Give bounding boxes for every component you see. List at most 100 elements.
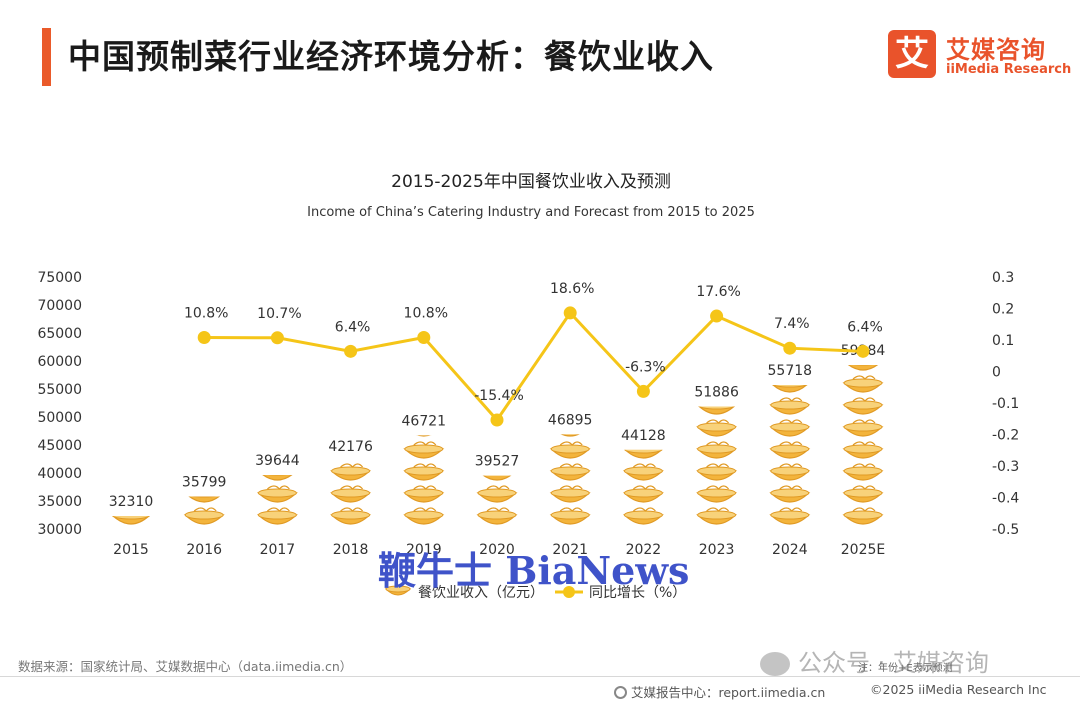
- income-bar: [256, 445, 298, 525]
- noodle-icon: [193, 507, 217, 512]
- income-bar: [403, 398, 445, 525]
- bowl-rim: [844, 335, 882, 343]
- bar-value-label: 39527: [475, 454, 520, 470]
- bowl-icon: [482, 475, 512, 481]
- growth-point: [197, 330, 211, 344]
- growth-value-label: 18.6%: [550, 281, 594, 297]
- income-bars: [111, 335, 884, 525]
- footer-divider: [0, 676, 1080, 677]
- left-tick-label: 75000: [37, 270, 82, 286]
- noodle-icon: [633, 507, 656, 512]
- growth-value-label: 6.4%: [847, 319, 883, 335]
- growth-line: [197, 306, 870, 427]
- right-tick-label: -0.5: [992, 522, 1019, 538]
- bowl-stack: [330, 423, 372, 525]
- logo-chinese-name: 艾媒咨询: [946, 36, 1046, 64]
- bowl-rim: [257, 510, 297, 520]
- bowl-rim: [624, 449, 663, 454]
- bowl-rim: [623, 510, 663, 520]
- bowl-rim: [843, 422, 883, 432]
- noodle-icon: [706, 441, 730, 446]
- noodle-icon: [340, 485, 364, 490]
- noodle-icon: [633, 485, 656, 490]
- bar-value-label: 51886: [694, 384, 739, 400]
- x-tick-label: 2024: [772, 542, 808, 558]
- legend-line-marker: [563, 586, 575, 598]
- bowl-rim: [477, 488, 517, 498]
- noodle-icon: [779, 485, 803, 490]
- legend-bowl-rim: [385, 585, 411, 593]
- growth-point: [783, 341, 797, 355]
- bowl-rim: [697, 422, 737, 432]
- income-bar-labels: 32310 35799 39644 42176 46721 39527 46895 44128…: [109, 343, 886, 510]
- right-tick-label: 0: [992, 365, 1001, 381]
- noodle-icon: [779, 507, 803, 512]
- bowl-icon: [332, 427, 370, 436]
- left-tick-label: 30000: [37, 522, 82, 538]
- bar-value-label: 42176: [328, 439, 373, 455]
- left-tick-label: 60000: [37, 354, 82, 370]
- bowl-rim: [843, 444, 883, 454]
- x-axis: 2015 2016 2017 2018 2019 2020 2021 2022 2023 2024…: [113, 542, 885, 558]
- bowl-rim: [843, 400, 883, 410]
- bowl-rim: [184, 510, 224, 520]
- catering-income-chart: 2015-2025年中国餐饮业收入及预测 Income of China’s C…: [37, 172, 1019, 601]
- x-tick-label: 2021: [552, 542, 588, 558]
- forecast-note: 注：年份+E表示预测: [858, 663, 953, 674]
- noodle-icon: [852, 485, 876, 490]
- noodle-icon: [559, 485, 583, 490]
- bowl-rim: [111, 516, 151, 520]
- noodle-icon: [779, 419, 803, 424]
- bar-value-label: 46721: [402, 413, 447, 429]
- growth-point: [856, 344, 870, 358]
- growth-value-label: 7.4%: [774, 316, 810, 332]
- bowl-rim: [772, 384, 808, 388]
- growth-value-label: -15.4%: [474, 388, 524, 404]
- bowl-stack: [549, 434, 591, 525]
- bowl-stack: [403, 398, 445, 525]
- noodle-icon: [633, 420, 655, 423]
- growth-value-label: 17.6%: [696, 284, 740, 300]
- bowl-rim: [268, 474, 287, 476]
- bowl-rim: [331, 488, 371, 498]
- income-bar: [842, 335, 884, 525]
- bowl-stack: [111, 516, 151, 525]
- bowl-rim: [697, 466, 737, 476]
- watermark-text: 鞭牛士 BiaNews: [378, 548, 690, 593]
- bowl-rim: [404, 466, 444, 476]
- bowl-rim: [258, 445, 296, 453]
- x-tick-label: 2016: [186, 542, 222, 558]
- bowl-rim: [623, 466, 663, 476]
- bar-value-label: 44128: [621, 428, 666, 444]
- bowl-rim: [257, 488, 297, 498]
- wechat-icon: [760, 652, 790, 676]
- noodle-icon: [779, 441, 803, 446]
- bowl-stack: [842, 335, 884, 525]
- x-tick-label: 2019: [406, 542, 442, 558]
- right-tick-label: -0.2: [992, 428, 1019, 444]
- bar-value-label: 32310: [109, 494, 154, 510]
- bowl-rim: [477, 510, 517, 520]
- income-bar: [549, 434, 591, 525]
- bowl-rim: [550, 488, 590, 498]
- growth-point: [417, 330, 431, 344]
- copyright: ©2025 iiMedia Research Inc: [870, 682, 1047, 697]
- income-bar: [183, 496, 225, 525]
- noodle-icon: [414, 398, 436, 401]
- left-y-axis: 30000 35000 40000 45000 50000 55000 60000 65000…: [37, 270, 82, 538]
- bowl-rim: [770, 444, 810, 454]
- left-tick-label: 70000: [37, 298, 82, 314]
- noodle-icon: [559, 441, 583, 446]
- noodle-icon: [706, 507, 730, 512]
- income-bar: [476, 475, 518, 525]
- bowl-rim: [550, 444, 590, 454]
- noodle-icon: [706, 419, 730, 424]
- bowl-stack: [622, 420, 664, 525]
- bowl-rim: [332, 423, 370, 431]
- bowl-rim: [770, 488, 810, 498]
- bowl-rim: [770, 400, 810, 410]
- bar-value-label: 35799: [182, 475, 227, 491]
- growth-point: [636, 384, 650, 398]
- noodle-icon: [852, 507, 876, 512]
- wechat-text: 公众号 · 艾媒咨询: [798, 649, 989, 677]
